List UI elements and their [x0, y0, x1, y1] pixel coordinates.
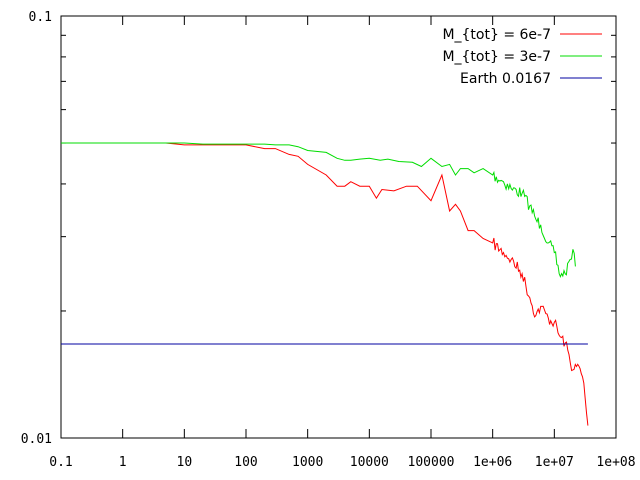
y-tick-label: 0.1: [29, 10, 52, 25]
x-tick-label: 100000: [408, 455, 455, 470]
plot-frame: [60, 15, 617, 439]
axis-tick-labels: 0.1 1 10 100 1000 10000 100000 1e+06 1e+07 1e+08 0…: [21, 10, 636, 470]
x-tick-label: 1e+08: [596, 455, 635, 470]
y-tick-label: 0.01: [21, 432, 52, 447]
series-line-1: [61, 142, 589, 426]
legend-label: Earth 0.0167: [460, 71, 551, 87]
x-tick-label: 1e+07: [535, 455, 574, 470]
x-tick-label: 0.1: [49, 455, 72, 470]
axis-ticks: [60, 15, 617, 439]
x-tick-label: 1e+06: [473, 455, 512, 470]
legend: M_{tot} = 6e-7 M_{tot} = 3e-7 Earth 0.0167: [442, 27, 602, 87]
x-tick-label: 1: [119, 455, 127, 470]
legend-label: M_{tot} = 6e-7: [442, 27, 551, 43]
series-lines: [61, 142, 589, 426]
x-tick-label: 10000: [350, 455, 389, 470]
x-tick-label: 10: [177, 455, 193, 470]
x-tick-label: 1000: [292, 455, 323, 470]
legend-label: M_{tot} = 3e-7: [442, 49, 551, 65]
series-line-2: [61, 142, 576, 279]
x-tick-label: 100: [234, 455, 257, 470]
